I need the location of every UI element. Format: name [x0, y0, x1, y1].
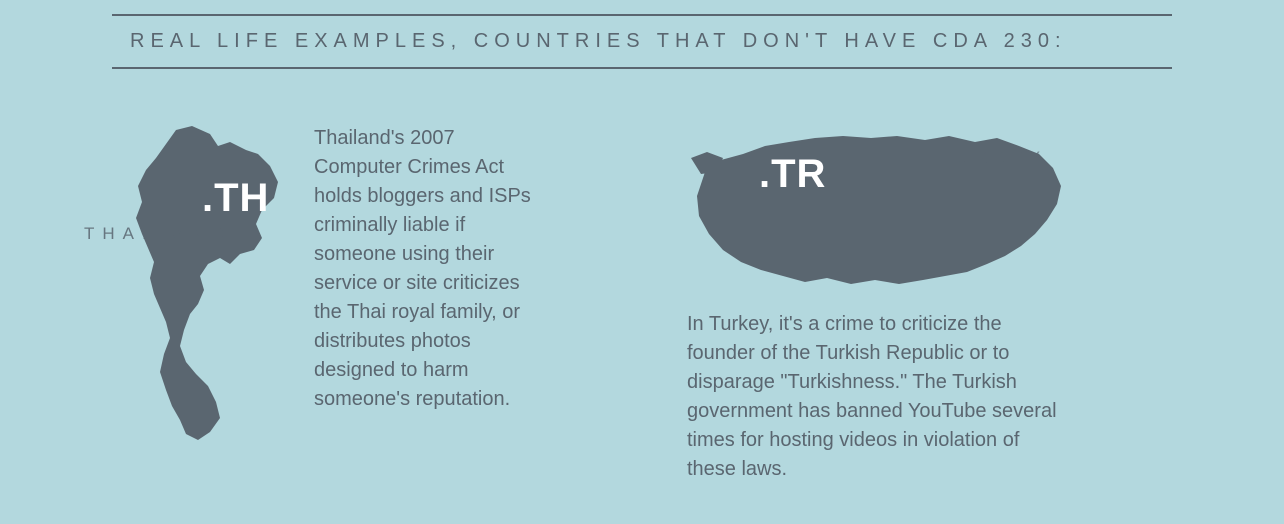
- divider-bottom: [112, 67, 1172, 69]
- thailand-description: Thailand's 2007 Computer Crimes Act hold…: [314, 124, 544, 484]
- page-title: REAL LIFE EXAMPLES, COUNTRIES THAT DON'T…: [112, 30, 1172, 53]
- thailand-map-icon: [112, 124, 292, 444]
- country-block-thailand: .TH THAILAND Thailand's 2007 Computer Cr…: [112, 124, 597, 484]
- thailand-name-label: THAILAND: [84, 224, 232, 244]
- header-section: REAL LIFE EXAMPLES, COUNTRIES THAT DON'T…: [112, 14, 1172, 69]
- thailand-map-container: .TH THAILAND: [112, 124, 292, 444]
- content-row: .TH THAILAND Thailand's 2007 Computer Cr…: [112, 124, 1172, 484]
- turkey-map-container: .TR TURKEY: [687, 124, 1067, 294]
- divider-top: [112, 14, 1172, 16]
- turkey-description: In Turkey, it's a crime to criticize the…: [687, 310, 1067, 484]
- thailand-tld: .TH: [202, 176, 269, 221]
- turkey-name-label: TURKEY: [941, 148, 1046, 168]
- country-block-turkey: .TR TURKEY In Turkey, it's a crime to cr…: [687, 124, 1172, 484]
- turkey-tld: .TR: [759, 152, 826, 197]
